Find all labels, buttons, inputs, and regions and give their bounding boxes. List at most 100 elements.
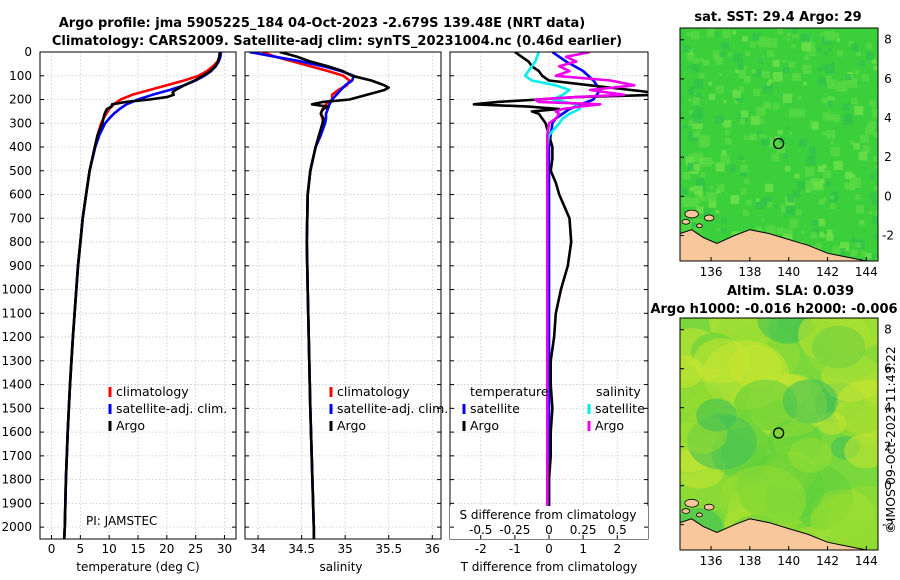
field-patch [783,153,789,159]
legend-s-label-0: satellite [595,401,645,416]
depth-tick-label-6: 600 [9,188,32,202]
field-patch [774,139,782,147]
field-patch [694,218,704,228]
field-patch [764,135,768,139]
field-patch [693,79,704,89]
field-patch [721,41,729,50]
t-difference-xlabel: T difference from climatology [460,560,638,574]
field-patch [817,77,827,86]
island-3 [696,512,703,518]
field-patch [833,114,841,122]
field-patch [813,180,824,191]
field-patch [761,136,771,146]
field-patch [819,231,826,238]
depth-tick-label-19: 1900 [1,496,32,510]
depth-tick-label-7: 700 [9,211,32,225]
field-patch [852,239,856,243]
field-patch [865,125,875,135]
legend-label-2: Argo [337,418,366,433]
field-patch [694,196,701,204]
field-patch [741,159,746,163]
field-patch [738,86,745,93]
field-patch [701,157,712,168]
field-patch [777,227,784,234]
field-patch [700,196,706,202]
field-patch [837,50,844,57]
field-patch [806,47,816,57]
field-patch [824,75,832,83]
field-patch [691,53,695,57]
field-patch [874,234,878,239]
depth-tick-label-3: 300 [9,116,32,130]
x-tick-label-2: 35 [338,542,353,556]
field-patch [773,103,780,110]
legend-label-1: satellite-adj. clim. [116,401,227,416]
field-patch [800,33,811,44]
field-patch [688,120,694,126]
field-patch [715,85,724,94]
salinity-panel: 34 34.5 35 35.5 36 salinity climatology satel… [244,51,448,574]
field-patch [872,215,878,225]
depth-tick-label-11: 1100 [1,306,32,320]
field-patch [716,227,720,232]
field-patch [721,227,727,234]
field-patch [854,69,860,75]
depth-tick-label-10: 1000 [1,283,32,297]
field-patch [740,110,748,118]
field-patch [853,143,860,150]
field-patch [753,88,761,97]
field-patch [738,154,744,160]
field-patch [715,162,725,172]
field-patch [833,160,843,170]
field-patch [873,186,878,191]
x-tick-label-3: 35.5 [375,542,402,556]
field-patch [763,84,773,94]
field-patch [870,254,876,260]
map-x-tick-label-2: 140 [777,265,800,279]
field-patch [777,130,783,135]
field-patch [693,338,751,384]
field-patch [715,209,720,214]
field-patch [786,125,790,130]
legend-label-1: satellite-adj. clim. [337,401,448,416]
map-y-tick-label-5: 8 [884,323,892,337]
field-patch [719,51,726,58]
field-patch [869,192,876,199]
depth-tick-label-20: 2000 [1,520,32,534]
field-patch [744,178,750,185]
s-diff-tick-label-3: 0.25 [570,523,597,537]
field-patch [797,181,806,190]
field-patch [763,71,771,79]
field-patch [820,31,826,38]
depth-tick-label-8: 800 [9,235,32,249]
field-patch [854,105,864,116]
field-patch [753,68,762,77]
field-patch [727,52,732,57]
field-patch [706,192,717,202]
field-patch [733,53,743,63]
field-patch [699,57,704,62]
field-patch [771,153,780,162]
field-patch [812,228,820,235]
map-x-tick-label-1: 138 [738,554,761,568]
field-patch [682,189,688,195]
field-patch [858,151,868,161]
field-patch [685,156,695,166]
island-1 [703,503,715,511]
depth-tick-label-4: 400 [9,140,32,154]
map-y-tick-label-0: -2 [882,518,894,532]
field-patch [710,160,714,165]
field-patch [876,86,878,95]
field-patch [723,120,732,128]
field-patch [695,92,703,99]
field-patch [715,57,723,65]
field-patch [842,115,853,126]
field-patch [862,145,870,153]
field-patch [737,63,744,70]
x-tick-label-0: 0 [48,542,56,556]
field-patch [742,65,748,70]
depth-tick-label-12: 1200 [1,330,32,344]
x-tick-label-5: 25 [188,542,203,556]
field-patch [830,146,840,157]
salinity-xlabel: salinity [319,560,362,574]
